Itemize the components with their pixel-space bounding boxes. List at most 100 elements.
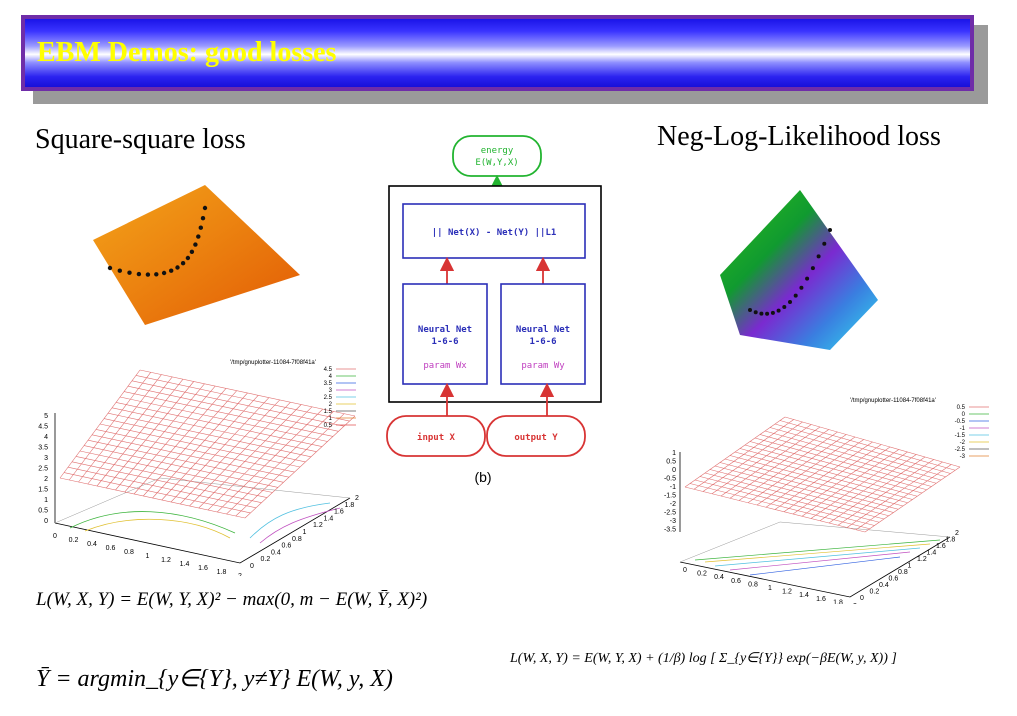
- tick-label: 0.8: [292, 536, 302, 543]
- legend-level: 4: [329, 374, 333, 380]
- trajectory-dot: [805, 276, 810, 281]
- mesh-line: [107, 412, 312, 458]
- trajectory-dot: [189, 249, 195, 254]
- tick-label: 0.5: [38, 508, 48, 515]
- mesh-line: [127, 385, 339, 432]
- trajectory-dot: [782, 305, 787, 309]
- tick-label: 0.4: [714, 574, 724, 581]
- tick-label: 3: [44, 455, 48, 462]
- trajectory-dot: [107, 265, 113, 271]
- contour-line: [704, 543, 931, 563]
- tick-label: 1.8: [833, 599, 843, 604]
- tick-label: -1.5: [664, 493, 676, 500]
- trajectory-dot: [799, 285, 804, 290]
- left-heading: Square-square loss: [35, 124, 246, 155]
- tick-label: 1.2: [917, 556, 927, 563]
- legend-level: 0: [962, 412, 966, 418]
- mesh-line: [217, 408, 323, 513]
- tick-label: 1.6: [936, 543, 946, 550]
- distance-node: [402, 203, 586, 259]
- base-plane-back: [679, 521, 951, 563]
- base-plane-back: [54, 477, 351, 524]
- tick-label: 0: [672, 467, 676, 474]
- trajectory-dot: [748, 308, 752, 312]
- energy-expression: E(W,Y,X): [475, 158, 518, 168]
- mesh-line: [783, 444, 882, 512]
- trajectory-dot: [828, 228, 832, 232]
- plot-legend-title: '/tmp/gnuplotter-11084-7f08f41a': [850, 398, 936, 404]
- nll-loss-formula: L(W, X, Y) = E(W, Y, X) + (1/β) log [ Σ_…: [510, 651, 897, 666]
- contour-line: [84, 518, 231, 539]
- tick-label: 0.4: [87, 541, 97, 548]
- mesh-line: [115, 402, 323, 447]
- trajectory-dot: [185, 255, 191, 261]
- mesh-line: [828, 456, 926, 524]
- tick-label: 1: [672, 450, 676, 457]
- trajectory-dot-group: [107, 205, 208, 277]
- x-tick-labels: 0 0.2 0.4 0.6 0.8 1 1.2 1.4 1.6 1.8 2: [683, 567, 857, 604]
- mesh-line: [123, 391, 334, 437]
- base-plane-edges: [679, 536, 951, 598]
- tick-label: 0.8: [898, 569, 908, 576]
- trajectory-dot: [822, 241, 827, 246]
- legend-level: 2.5: [324, 395, 333, 401]
- tick-label: 2: [955, 530, 959, 537]
- mesh-line: [774, 423, 951, 474]
- square-square-loss-formula: L(W, X, Y) = E(W, Y, X)² − max(0, m − E(…: [36, 589, 428, 610]
- trajectory-dot: [810, 266, 815, 271]
- neural-net-left-param: param Wx: [423, 361, 467, 371]
- tick-label: 2: [355, 495, 359, 502]
- tick-label: 3.5: [38, 445, 48, 452]
- tick-label: 1.8: [345, 502, 355, 509]
- legend-level: 3.5: [324, 381, 333, 387]
- tick-label: 1.6: [198, 565, 208, 572]
- mesh-line: [139, 369, 356, 417]
- tick-label: -1: [670, 484, 676, 491]
- z-tick-labels: 1 0.50 -0.5-1 -1.5-2 -2.5-3 -3.5: [664, 450, 676, 534]
- x-tick-labels: 0 0.2 0.4 0.6 0.8 1 1.2 1.4 1.6 1.8 2: [53, 533, 242, 576]
- legend-level: 0.5: [957, 405, 966, 411]
- mesh-line: [198, 404, 302, 509]
- trajectory-dot: [193, 242, 198, 247]
- tick-label: 1.4: [324, 515, 334, 522]
- mesh-line: [739, 448, 918, 497]
- tick-label: 2: [238, 573, 242, 576]
- trajectory-dot-group: [748, 228, 832, 316]
- tick-label: 0.2: [870, 589, 880, 596]
- neural-net-right-param: param Wy: [521, 361, 565, 371]
- mesh-line: [749, 441, 927, 491]
- mesh-line: [119, 396, 328, 442]
- architecture-diagram: energy E(W,Y,X) || Net(X) - Net(Y) ||L1 …: [386, 135, 602, 485]
- contour-line: [749, 556, 901, 576]
- title-bar: EBM Demos: good losses: [21, 15, 974, 91]
- plot-legend-title: '/tmp/gnuplotter-11084-7f08f41a': [230, 360, 316, 366]
- trajectory-dot: [793, 293, 798, 298]
- nll-surface-render: [720, 190, 878, 350]
- trajectory-dot: [136, 271, 142, 277]
- neural-net-right: [500, 283, 586, 385]
- y-tick-labels: 0 0.20.40.60.81 1.21.41.61.82: [860, 530, 959, 602]
- tick-label: 2: [853, 603, 857, 604]
- surface-mesh: [684, 416, 961, 533]
- tick-label: 1.6: [334, 509, 344, 516]
- trajectory-dot: [770, 310, 775, 315]
- trajectory-dot: [753, 310, 758, 315]
- mesh-line: [792, 446, 891, 515]
- mesh-line: [779, 420, 956, 471]
- tick-label: 1.8: [217, 569, 227, 576]
- mesh-line: [111, 407, 317, 452]
- trajectory-dot: [816, 254, 821, 259]
- tick-label: 1.8: [946, 537, 956, 544]
- mesh-line: [837, 459, 934, 526]
- tick-label: 1.2: [161, 557, 171, 564]
- mesh-line: [135, 375, 350, 422]
- contour-line: [249, 502, 331, 539]
- trajectory-dot: [759, 311, 764, 316]
- tick-label: 0.2: [261, 556, 271, 563]
- tick-label: 0.4: [879, 582, 889, 589]
- distance-label: || Net(X) - Net(Y) ||L1: [432, 228, 557, 238]
- mesh-line: [226, 411, 334, 515]
- trajectory-dot: [169, 268, 174, 273]
- legend-level: 3: [329, 388, 333, 394]
- contour-line: [714, 547, 921, 567]
